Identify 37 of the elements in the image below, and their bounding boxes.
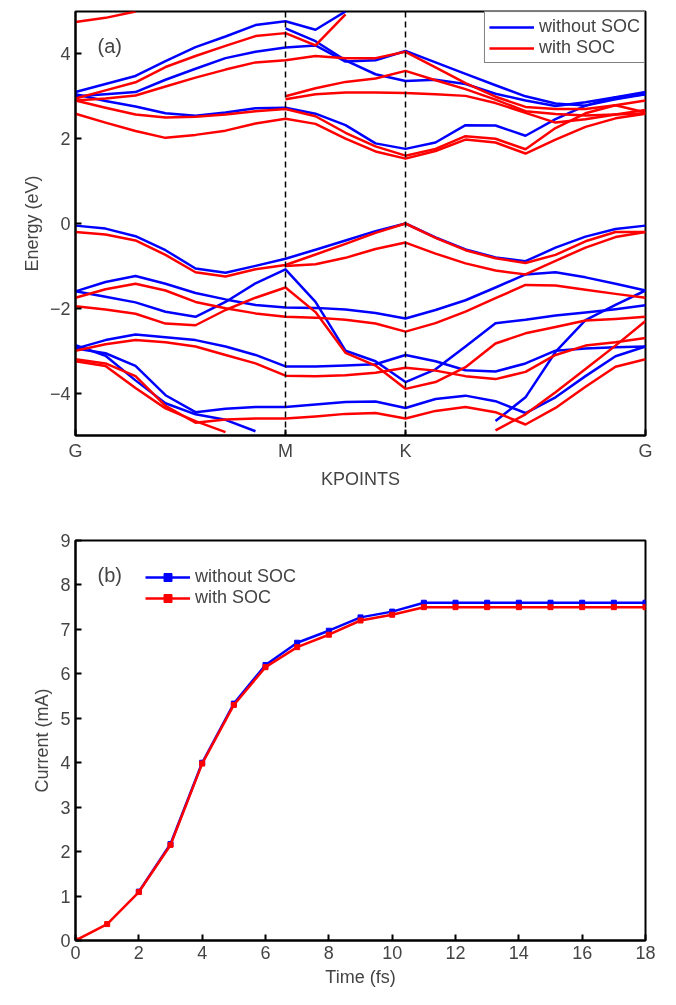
x-tick-label: 8 bbox=[323, 942, 334, 963]
annotation: (a) bbox=[97, 34, 122, 57]
y-tick-label: 8 bbox=[60, 575, 71, 596]
y-tick-label: 2 bbox=[60, 129, 71, 150]
y-axis-title: Energy (eV) bbox=[21, 175, 42, 272]
y-tick-label: 0 bbox=[60, 214, 71, 234]
y-tick-label: −4 bbox=[49, 383, 71, 404]
y-tick-label: 7 bbox=[60, 619, 71, 640]
x-tick-label: G bbox=[68, 440, 83, 461]
legend-label: without SOC bbox=[195, 566, 297, 587]
x-axis-title: KPOINTS bbox=[320, 468, 401, 489]
x-tick-label: 6 bbox=[260, 942, 271, 963]
y-tick-label: 4 bbox=[60, 44, 71, 65]
x-tick-label: K bbox=[399, 440, 412, 461]
x-axis-title: Time (fs) bbox=[325, 966, 396, 987]
y-axis-title: Current (mA) bbox=[32, 688, 53, 793]
x-tick-label: G bbox=[638, 440, 653, 461]
y-tick-label: 1 bbox=[60, 886, 71, 907]
y-tick-label: 3 bbox=[60, 797, 71, 818]
x-tick-label: 12 bbox=[445, 942, 466, 963]
x-tick-label: 10 bbox=[382, 942, 403, 963]
x-tick-label: 18 bbox=[635, 942, 656, 963]
y-tick-label: 9 bbox=[60, 531, 71, 551]
x-tick-label: 4 bbox=[197, 942, 208, 963]
legend-label: with SOC bbox=[538, 37, 615, 58]
y-tick-label: 5 bbox=[60, 708, 71, 729]
x-tick-label: 14 bbox=[508, 942, 529, 963]
y-tick-label: 4 bbox=[60, 753, 71, 774]
x-tick-label: M bbox=[278, 440, 293, 461]
y-tick-label: 6 bbox=[60, 664, 71, 685]
x-tick-label: 2 bbox=[133, 942, 144, 963]
x-tick-label: 16 bbox=[572, 942, 593, 963]
annotation: (b) bbox=[97, 563, 122, 586]
y-tick-label: −2 bbox=[49, 298, 71, 319]
legend-label: without SOC bbox=[538, 16, 640, 37]
legend-label: with SOC bbox=[195, 587, 272, 608]
y-tick-label: 2 bbox=[60, 842, 71, 863]
